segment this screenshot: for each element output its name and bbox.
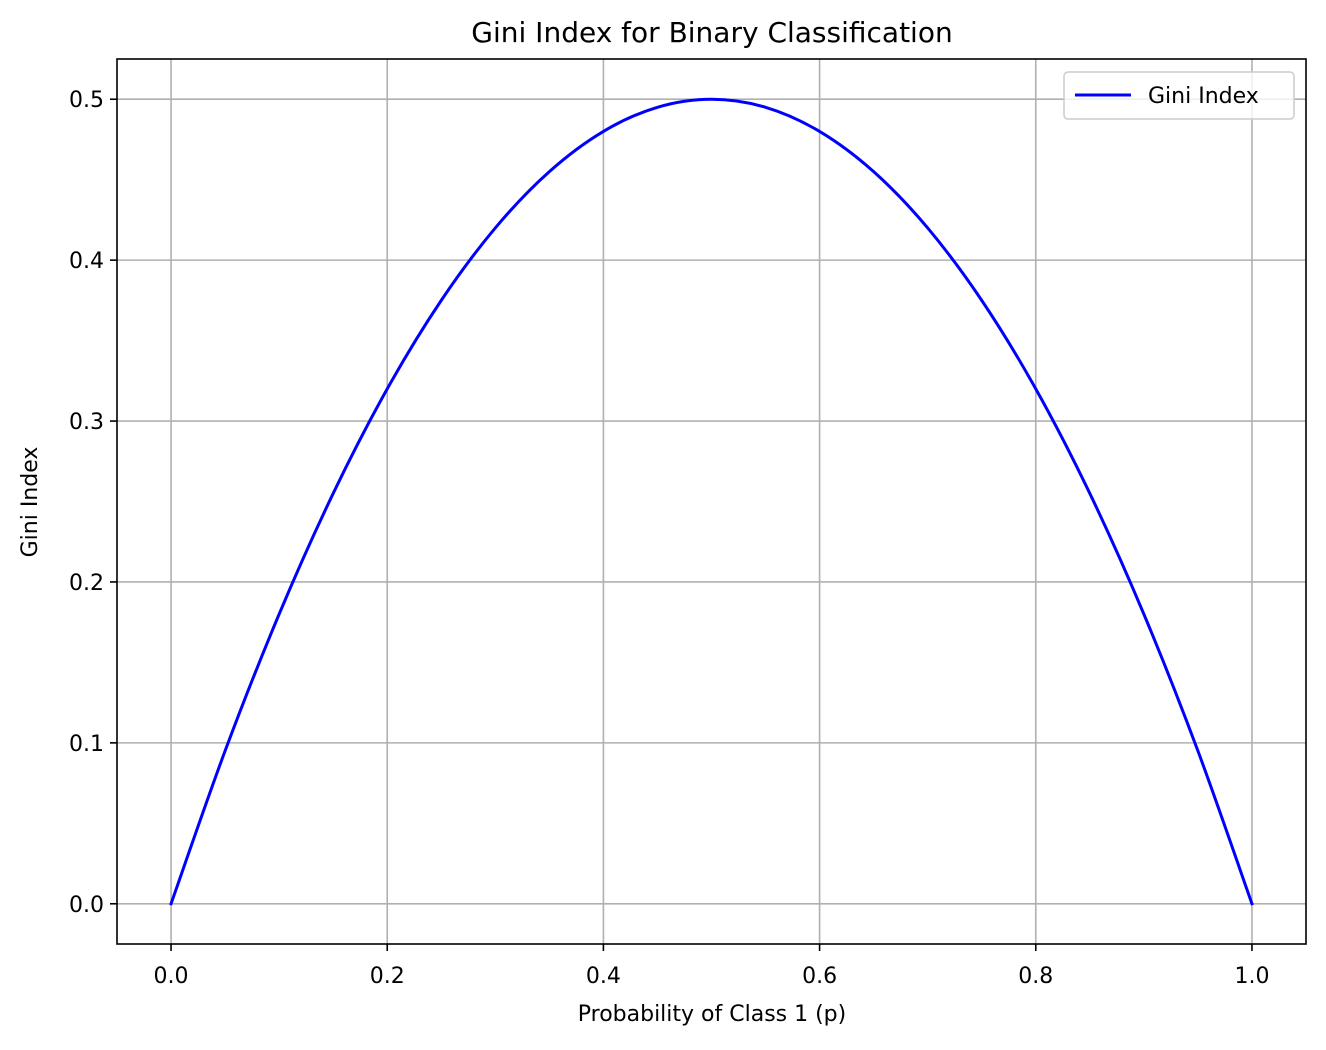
y-tick-label: 0.2 (69, 571, 104, 596)
series-line-gini-index (169, 97, 1254, 906)
x-axis-ticks: 0.0 0.2 0.4 0.6 0.8 1.0 (154, 944, 1269, 989)
y-axis-ticks: 0.0 0.1 0.2 0.3 0.4 0.5 (69, 88, 117, 918)
chart-title: Gini Index for Binary Classification (471, 16, 952, 49)
legend: Gini Index (1063, 71, 1295, 120)
plot-frame (116, 58, 1307, 945)
x-axis-label: Probability of Class 1 (p) (578, 1002, 846, 1027)
series-layer (169, 97, 1254, 906)
x-tick-label: 1.0 (1234, 964, 1269, 989)
y-tick-label: 0.5 (69, 88, 104, 113)
y-tick-label: 0.4 (69, 249, 104, 274)
y-axis-label: Gini Index (18, 447, 43, 558)
x-tick-label: 0.2 (370, 964, 405, 989)
x-tick-label: 0.4 (586, 964, 621, 989)
x-tick-label: 0.0 (154, 964, 189, 989)
grid-lines (117, 59, 1306, 944)
y-tick-label: 0.3 (69, 410, 104, 435)
y-tick-label: 0.1 (69, 732, 104, 757)
legend-label-gini-index: Gini Index (1148, 84, 1259, 109)
legend-box (1063, 71, 1295, 120)
x-tick-label: 0.6 (802, 964, 837, 989)
x-tick-label: 0.8 (1018, 964, 1053, 989)
y-tick-label: 0.0 (69, 893, 104, 918)
